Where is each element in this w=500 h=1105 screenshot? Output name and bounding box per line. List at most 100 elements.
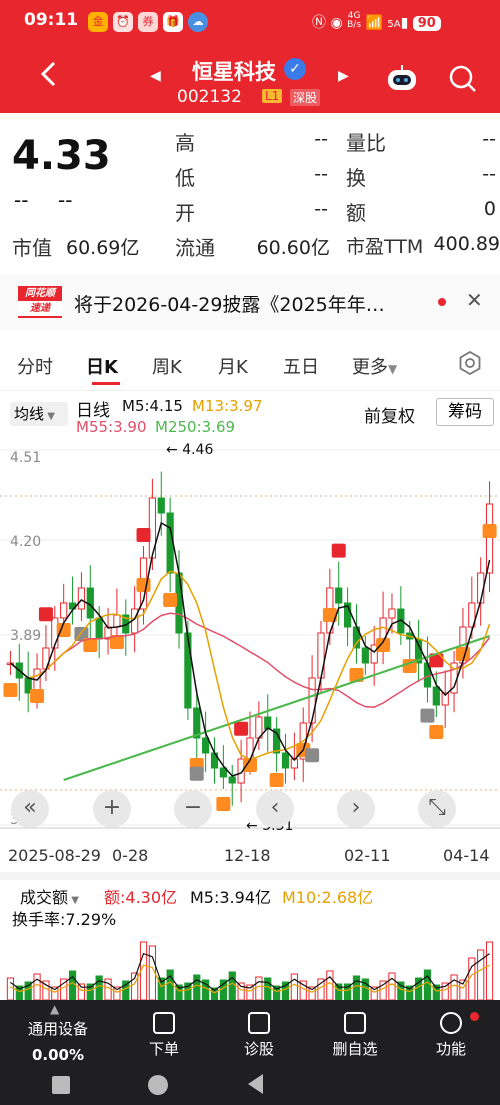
candle-body (468, 602, 476, 628)
candle-body (485, 503, 494, 574)
tab-weekly-k[interactable]: 周K (152, 357, 182, 378)
back-nav-icon[interactable] (246, 1073, 264, 1099)
zoom-in-icon[interactable]: + (93, 790, 131, 828)
chips-button[interactable]: 筹码 (436, 398, 494, 426)
diagnose-icon (248, 1012, 270, 1034)
ma5-label: M5:4.15 (122, 397, 183, 415)
wifi-icon: 📶 (365, 15, 383, 31)
function-icon (440, 1012, 462, 1034)
status-time: 09:11 (24, 10, 79, 30)
indicator-selector[interactable]: 均线 ▼ (10, 402, 68, 426)
app-notify-icon: 金 (88, 12, 108, 32)
news-banner[interactable]: 同花顺 速递 将于2026-04-29披露《2025年年… ✕ (0, 274, 500, 330)
settings-icon[interactable] (458, 350, 482, 376)
volume-bar (246, 984, 254, 1000)
tab-more-label: 更多 (352, 357, 388, 378)
order-button[interactable]: 下单 (124, 1012, 204, 1059)
volume-bar (406, 985, 414, 1000)
next-stock-icon[interactable]: ▶ (338, 68, 349, 84)
kline-chart[interactable]: 4.51 4.20 3.89 3.26 ← 4.46 ← 3.31 (0, 440, 500, 838)
open-value: -- (314, 198, 328, 220)
volume-ma10: M10:2.68亿 (282, 888, 374, 907)
ma250-line (63, 635, 490, 781)
diagnose-label: 诊股 (243, 1040, 274, 1058)
high-value: -- (314, 128, 328, 150)
candle-body (335, 587, 343, 604)
volume-bar (477, 949, 485, 1000)
dnd-icon: ◉ (330, 15, 343, 31)
remove-watchlist-button[interactable]: 删自选 (315, 1012, 395, 1059)
robot-assistant-icon[interactable] (386, 64, 418, 92)
volume-bar (264, 977, 272, 1000)
chevron-down-icon: ▼ (388, 362, 398, 376)
candle-body (122, 614, 130, 634)
volume-bar (68, 970, 77, 1000)
stock-code: 002132 (177, 87, 242, 107)
close-icon[interactable]: ✕ (466, 288, 483, 312)
prev-stock-icon[interactable]: ◀ (150, 68, 161, 84)
zoom-out-all-icon[interactable]: « (11, 790, 49, 828)
pan-right-icon[interactable]: › (337, 790, 375, 828)
volume-bar (24, 981, 32, 1000)
float-label: 流通 (175, 236, 215, 260)
candle-body (441, 692, 449, 706)
adjust-mode[interactable]: 前复权 (364, 407, 415, 427)
zoom-out-icon[interactable]: − (174, 790, 212, 828)
chevron-up-icon[interactable]: ▲ (50, 1002, 60, 1016)
volume-indicator-selector[interactable]: 成交额 ▼ (20, 884, 79, 908)
candle-body (219, 767, 227, 778)
signal-badge-t (163, 593, 178, 607)
tab-five-day[interactable]: 五日 (283, 357, 319, 378)
signal-badge-t (482, 524, 497, 538)
market-tag: 深股 (290, 89, 321, 106)
tab-monthly-k[interactable]: 月K (218, 357, 248, 378)
tab-more[interactable]: 更多▼ (352, 353, 397, 379)
volume-amount: 额:4.30亿 (104, 888, 178, 907)
y-tick-4.51: 4.51 (10, 450, 41, 466)
volume-label: 成交额 (20, 888, 69, 907)
signal-badge-t (349, 668, 364, 682)
volume-bar (326, 970, 334, 1000)
alarm-notify-icon: ⏰ (113, 12, 133, 32)
news-text: 将于2026-04-29披露《2025年年… (74, 294, 385, 316)
candle-body (193, 707, 201, 739)
high-marker: ← 4.46 (166, 442, 213, 458)
back-icon[interactable] (36, 60, 64, 88)
tab-daily-k[interactable]: 日K (86, 357, 118, 378)
signal-badge-t (83, 638, 98, 652)
price-change-pct: -- (58, 188, 73, 212)
signal-badge-t (376, 638, 391, 652)
volume-bar (237, 982, 245, 1000)
news-source-badge: 同花顺 速递 (18, 286, 62, 318)
turnover-value: -- (482, 163, 496, 185)
diagnose-button[interactable]: 诊股 (219, 1012, 299, 1059)
battery-indicator: 90 (412, 16, 441, 31)
volume-bar (157, 977, 165, 1000)
function-button[interactable]: 功能 (411, 1012, 491, 1059)
volume-bar (459, 979, 467, 1000)
home-icon[interactable] (148, 1075, 168, 1095)
tab-fenshi[interactable]: 分时 (17, 357, 53, 378)
sector-label[interactable]: 通用设备 (27, 1020, 88, 1038)
fullscreen-icon[interactable]: ⤡ (418, 790, 456, 828)
ma55-line (9, 612, 491, 708)
nfc-icon: Ⓝ (312, 15, 326, 31)
date-tick-0: 2025-08-29 (8, 846, 101, 865)
turnover-label: 换 (346, 166, 366, 190)
ma250-label: M250:3.69 (155, 418, 236, 436)
candle-body (281, 752, 290, 769)
turnover-rate: 换手率:7.29% (12, 906, 116, 930)
candle-body (113, 614, 121, 628)
pan-left-icon[interactable]: ‹ (256, 790, 294, 828)
chevron-down-icon: ▼ (68, 895, 79, 906)
ma55-label: M55:3.90 (76, 418, 147, 436)
volume-bar (273, 985, 281, 1000)
candle-body (184, 632, 192, 709)
active-tab-indicator (92, 382, 120, 385)
search-icon[interactable] (448, 64, 478, 94)
app-header: 09:11 金 ⏰ 券 🎁 ☁ Ⓝ ◉ 4G B/s 📶 5A▮ 90 ◀ 恒星科技 ✓ … (0, 0, 500, 113)
signal-badge-t (109, 635, 124, 649)
volume-ma5-line (10, 952, 490, 992)
mktcap-value: 60.69亿 (66, 237, 140, 259)
recent-apps-icon[interactable] (52, 1076, 70, 1094)
